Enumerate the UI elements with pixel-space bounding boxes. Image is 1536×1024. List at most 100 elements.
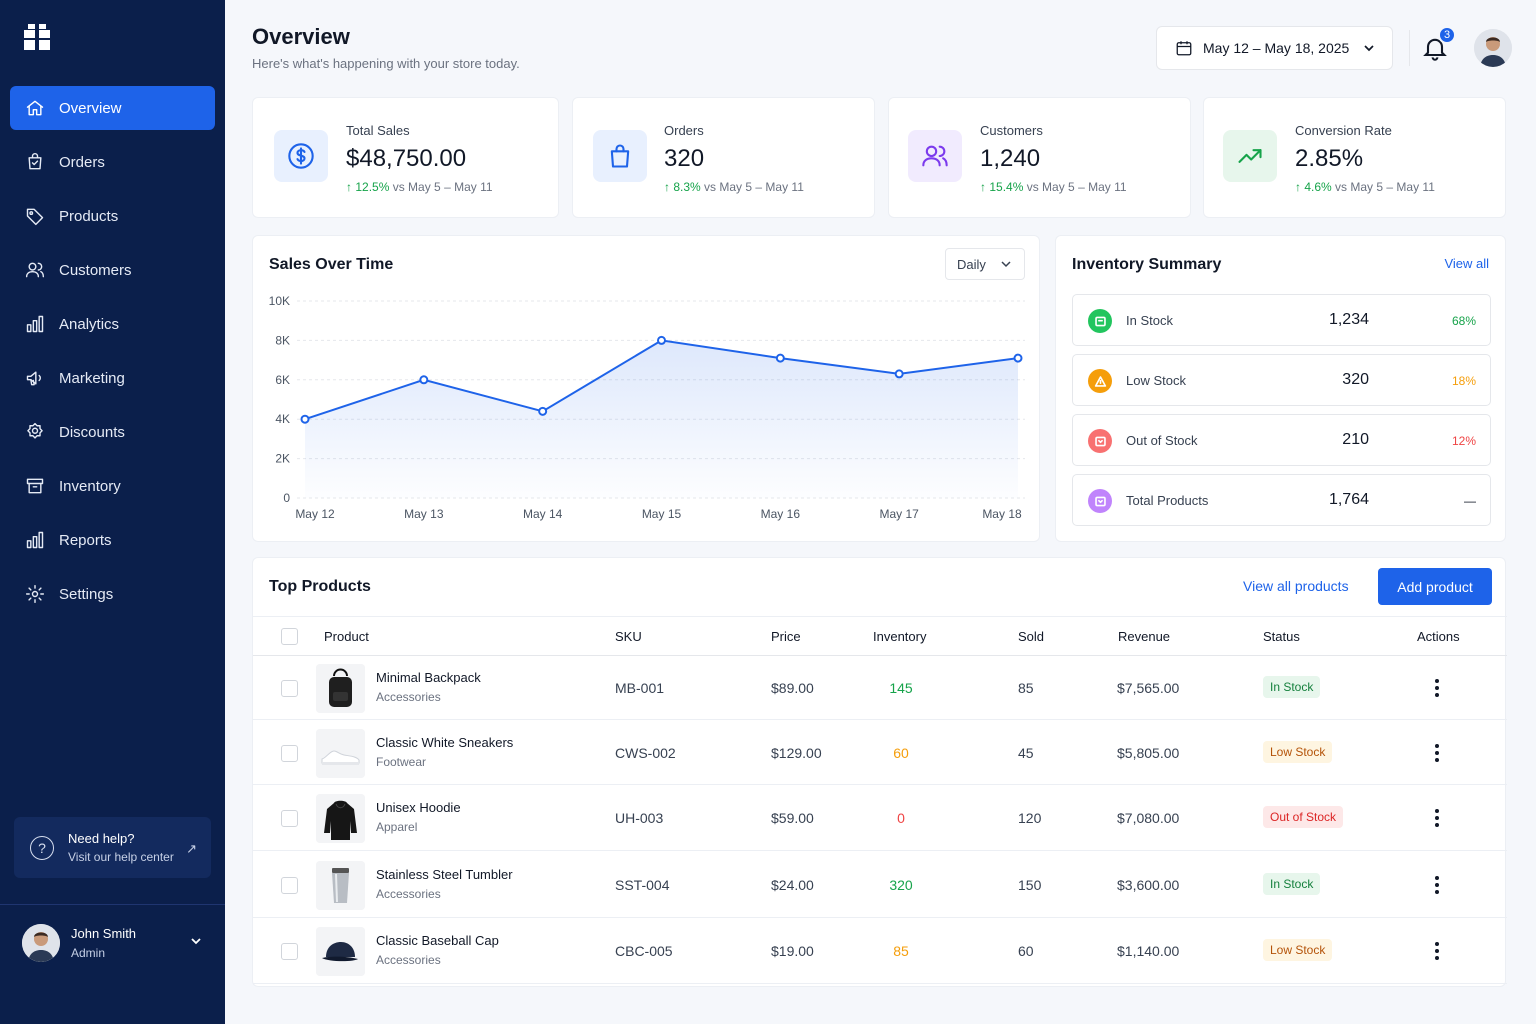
inventory-value: 320 <box>1342 371 1369 388</box>
top-products-title: Top Products <box>269 578 371 595</box>
stat-value: $48,750.00 <box>346 145 467 172</box>
page-subtitle: Here's what's happening with your store … <box>252 56 520 71</box>
sidebar-item-products[interactable]: Products <box>10 194 215 238</box>
product-name[interactable]: Minimal Backpack <box>376 670 481 685</box>
data-point <box>538 406 548 416</box>
bar-chart-icon <box>24 313 46 335</box>
calendar-icon <box>1176 41 1192 56</box>
product-category: Accessories <box>376 953 441 967</box>
sidebar-item-overview[interactable]: Overview <box>10 86 215 130</box>
product-sold: 60 <box>1018 943 1034 959</box>
inventory-row-in-stock: In Stock 1,234 68% <box>1072 294 1491 346</box>
stat-value: 1,240 <box>980 145 1041 172</box>
sidebar-item-inventory[interactable]: Inventory <box>10 464 215 508</box>
status-badge: Out of Stock <box>1263 806 1344 828</box>
chevron-down-icon <box>1001 261 1011 268</box>
row-actions-menu[interactable] <box>1427 873 1447 897</box>
column-header-price[interactable]: Price <box>771 629 801 644</box>
sidebar-item-label: Marketing <box>59 369 125 387</box>
product-inventory: 60 <box>893 744 909 761</box>
column-header-product[interactable]: Product <box>324 629 369 644</box>
orders-icon <box>24 151 46 173</box>
row-actions-menu[interactable] <box>1427 939 1447 963</box>
help-title: Need help? <box>68 831 135 846</box>
sidebar-item-marketing[interactable]: Marketing <box>10 356 215 400</box>
row-checkbox[interactable] <box>281 680 298 697</box>
x-tick-label: May 16 <box>761 507 801 521</box>
data-point <box>775 353 785 363</box>
sidebar-item-customers[interactable]: Customers <box>10 248 215 292</box>
date-range-picker[interactable]: May 12 – May 18, 2025 <box>1156 26 1393 70</box>
product-sold: 85 <box>1018 680 1034 696</box>
row-actions-menu[interactable] <box>1427 741 1447 765</box>
product-name[interactable]: Stainless Steel Tumbler <box>376 866 513 882</box>
product-price: $59.00 <box>771 810 814 826</box>
inventory-label: In Stock <box>1126 313 1173 328</box>
date-range-label: May 12 – May 18, 2025 <box>1203 40 1350 56</box>
product-name[interactable]: Classic White Sneakers <box>376 734 514 750</box>
sidebar-item-reports[interactable]: Reports <box>10 518 215 562</box>
sidebar-item-analytics[interactable]: Analytics <box>10 302 215 346</box>
add-product-button[interactable]: Add product <box>1378 568 1492 605</box>
table-header: Product SKU Price Inventory Sold Revenue… <box>253 616 1507 656</box>
inventory-value: 210 <box>1342 431 1369 448</box>
discount-icon <box>24 421 46 443</box>
select-all-checkbox[interactable] <box>281 628 298 645</box>
product-name[interactable]: Classic Baseball Cap <box>376 933 499 948</box>
row-checkbox[interactable] <box>281 876 298 894</box>
product-revenue: $7,565.00 <box>1117 680 1180 696</box>
column-header-revenue[interactable]: Revenue <box>1118 629 1171 644</box>
row-checkbox[interactable] <box>281 810 298 827</box>
stat-change: ↑ 8.3% vs May 5 – May 11 <box>664 180 804 194</box>
trend-up-icon <box>1223 130 1277 182</box>
column-header-sold[interactable]: Sold <box>1018 629 1045 644</box>
profile-avatar[interactable] <box>1474 29 1512 67</box>
row-checkbox[interactable] <box>281 744 298 762</box>
sidebar-item-label: Overview <box>59 99 122 117</box>
notifications-button[interactable] <box>1421 34 1449 62</box>
warning-icon <box>1088 369 1112 393</box>
inventory-title: Inventory Summary <box>1072 256 1222 273</box>
row-actions-menu[interactable] <box>1427 806 1447 830</box>
product-sku: CBC-005 <box>615 943 673 959</box>
inventory-row-out-of-stock: Out of Stock 210 12% <box>1072 414 1491 466</box>
user-menu[interactable]: John Smith Admin <box>22 922 207 964</box>
home-icon <box>24 97 46 119</box>
column-header-status[interactable]: Status <box>1263 629 1300 644</box>
product-category: Accessories <box>376 886 441 901</box>
period-select[interactable]: Daily <box>945 248 1025 280</box>
period-select-value: Daily <box>957 256 986 272</box>
avatar <box>22 924 60 962</box>
external-link-icon: ↗ <box>186 841 197 856</box>
users-icon <box>24 259 46 281</box>
sidebar-item-orders[interactable]: Orders <box>10 140 215 184</box>
product-inventory: 145 <box>889 680 913 696</box>
sidebar-item-label: Products <box>59 207 119 225</box>
status-badge: Low Stock <box>1263 740 1333 763</box>
inventory-percent: 68% <box>1451 314 1476 328</box>
inventory-row-low-stock: Low Stock 320 18% <box>1072 354 1491 406</box>
product-revenue: $5,805.00 <box>1117 744 1180 761</box>
product-name[interactable]: Unisex Hoodie <box>376 800 461 815</box>
chevron-down-icon <box>191 938 201 945</box>
sidebar-item-settings[interactable]: Settings <box>10 572 215 616</box>
row-actions-menu[interactable] <box>1427 676 1447 700</box>
product-category: Apparel <box>376 820 418 834</box>
chart-title: Sales Over Time <box>269 256 394 273</box>
view-all-products-link[interactable]: View all products <box>1243 578 1349 594</box>
y-tick-label: 0 <box>283 491 290 505</box>
column-header-sku[interactable]: SKU <box>615 629 642 644</box>
inventory-view-all-link[interactable]: View all <box>1444 256 1489 271</box>
x-tick-label: May 13 <box>404 507 444 521</box>
stat-label: Orders <box>664 123 704 138</box>
column-header-inventory[interactable]: Inventory <box>873 629 927 644</box>
data-point <box>657 335 666 345</box>
product-inventory: 320 <box>889 876 913 893</box>
tag-icon <box>24 205 46 227</box>
help-center-card[interactable]: ? Need help? Visit our help center ↗ <box>14 817 211 878</box>
status-badge: In Stock <box>1263 676 1321 698</box>
row-checkbox[interactable] <box>281 943 298 960</box>
sidebar-item-discounts[interactable]: Discounts <box>10 410 215 454</box>
stat-label: Total Sales <box>346 123 410 138</box>
inventory-label: Low Stock <box>1126 373 1186 388</box>
